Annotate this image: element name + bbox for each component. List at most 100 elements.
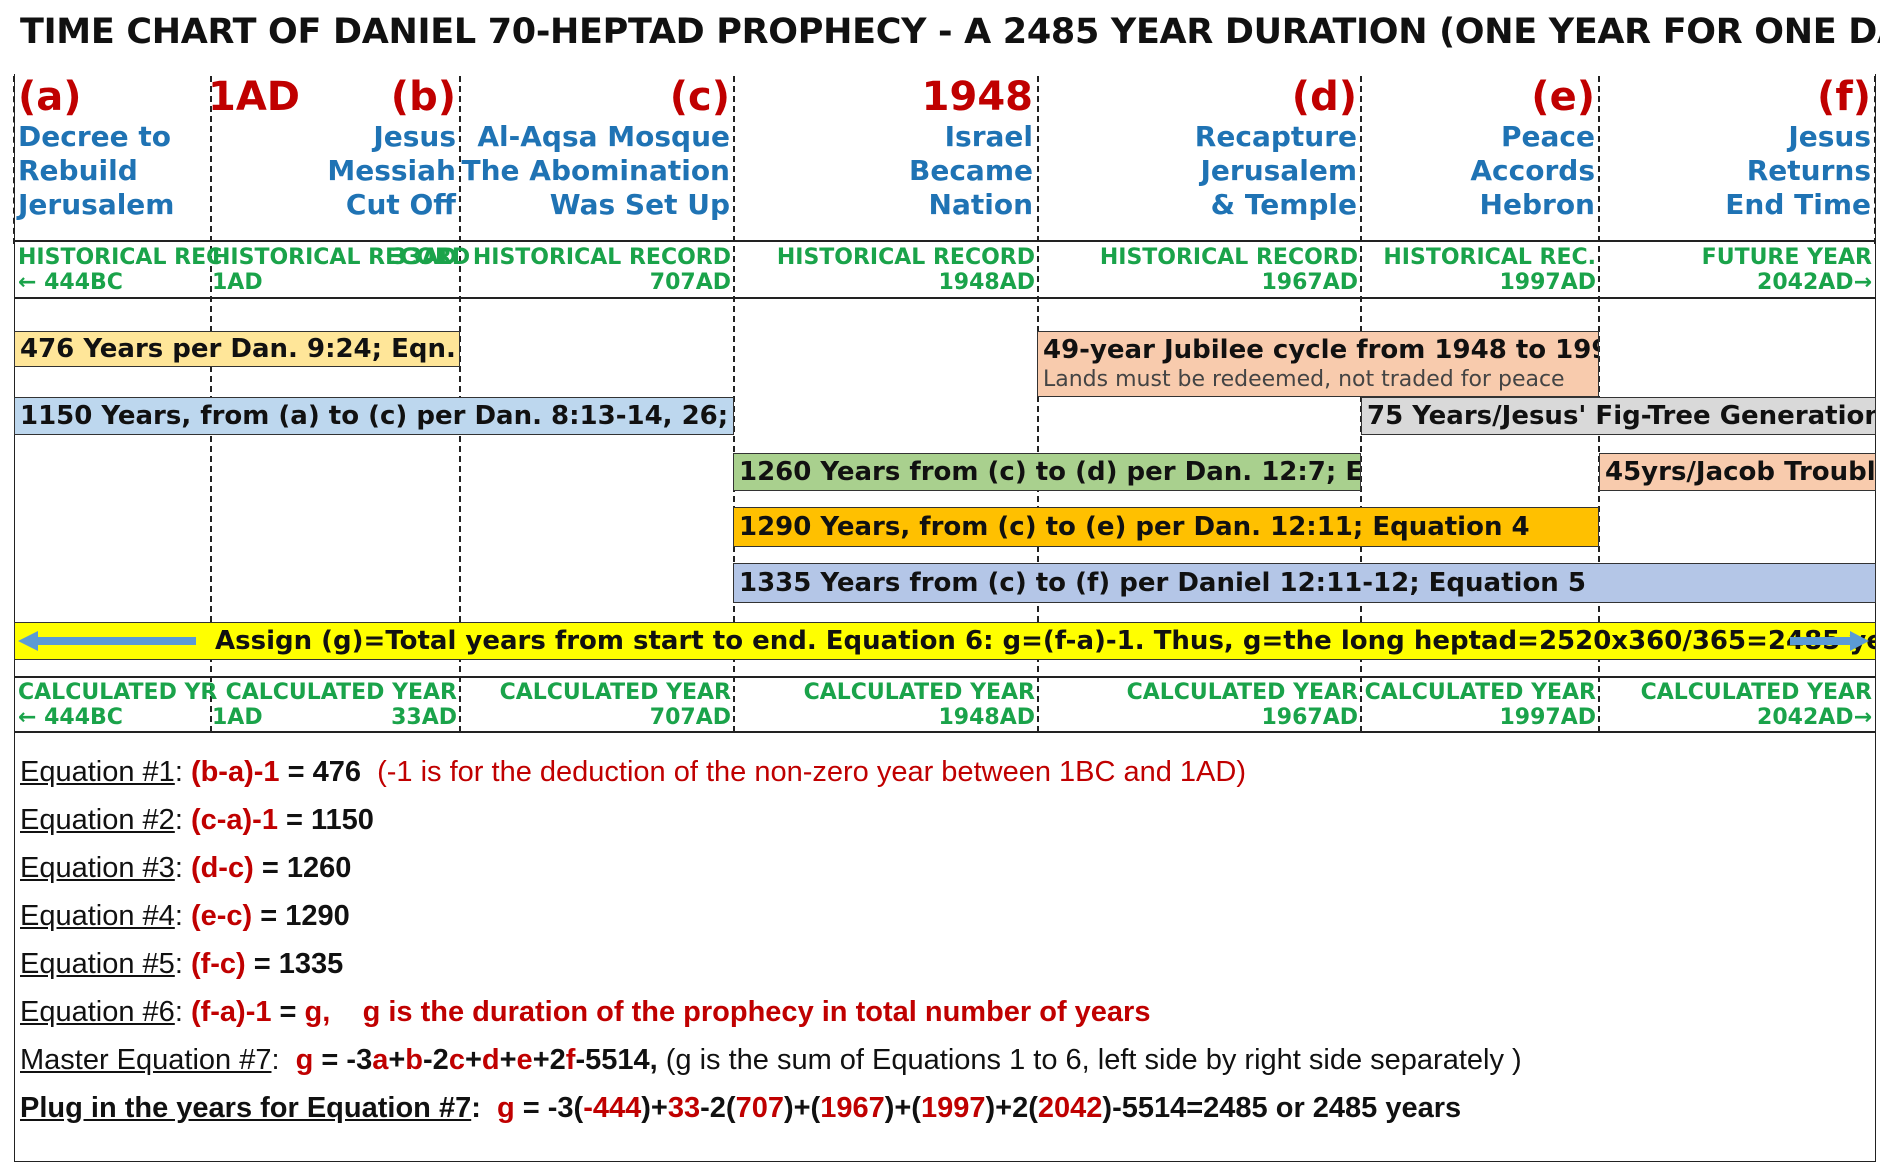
column-header-1ad: 1AD [208,74,308,120]
historical-record-e: HISTORICAL REC. 1997AD [1362,245,1596,295]
calc-label: CALCULATED YEAR [1640,680,1872,705]
column-divider [1874,76,1876,244]
equation-result: = 1150 [277,804,374,836]
equation-6: Equation #6: (f-a)-1 = g, g is the durat… [20,996,1151,1028]
right-arrow-icon [1790,631,1869,651]
chart-title: TIME CHART OF DANIEL 70-HEPTAD PROPHECY … [20,12,1880,52]
record-label: HISTORICAL REC. [1383,245,1596,270]
record-year: 1948AD [938,270,1035,295]
bar-75-years: 75 Years/Jesus' Fig-Tree Generation [1361,397,1876,435]
chart-frame [14,74,1876,1162]
equation-tail: -5514=2485 or 2485 years [1112,1092,1462,1124]
calc-label: CALCULATED YR [18,680,218,705]
bar-1260-years: 1260 Years from (c) to (d) per Dan. 12:7… [733,453,1361,491]
equation-note: (g is the sum of Equations 1 to 6, left … [665,1044,1522,1076]
record-label: HISTORICAL RECORD [776,245,1035,270]
equation-expr: (b-a)-1 [190,756,280,788]
bar-1335-years: 1335 Years from (c) to (f) per Daniel 12… [733,563,1876,603]
column-desc-line: Jesus [1788,120,1871,153]
equation-expr: (f-a)-1 [190,996,272,1028]
calculated-year-c: CALCULATED YEAR 707AD [461,680,731,730]
calc-year: 1948AD [938,705,1035,730]
equation-expr: (c-a)-1 [190,804,278,836]
column-desc-line: Was Set Up [549,188,730,221]
bar-476-years: 476 Years per Dan. 9:24; Eqn. 1 [14,331,460,367]
historical-record-d: HISTORICAL RECORD 1967AD [1039,245,1358,295]
column-divider [13,76,15,244]
equation-4: Equation #4: (e-c) = 1290 [20,900,350,932]
column-letter: (b) [390,74,456,120]
historical-record-c: HISTORICAL RECORD 707AD [461,245,731,295]
column-desc-line: Israel [944,120,1033,153]
historical-record-1948: HISTORICAL RECORD 1948AD [735,245,1035,295]
calc-year: 707AD [649,705,731,730]
calc-year: ← 444BC [18,705,123,730]
record-label: HISTORICAL RECORD [212,245,471,270]
equation-note: g is the duration of the prophecy in tot… [362,996,1151,1028]
record-year: 1AD [212,270,263,295]
equation-name: Equation #6 [20,996,175,1028]
bar-assign-total: Assign (g)=Total years from start to end… [14,622,1876,660]
equation-result: = 476 [279,756,361,788]
left-arrow-icon [18,631,196,651]
column-header-c: (c) Al-Aqsa Mosque The Abomination Was S… [461,74,730,222]
record-year: 1997AD [1499,270,1596,295]
equation-name: Equation #1 [20,756,175,788]
calc-year: 1967AD [1261,705,1358,730]
calculated-year-a: CALCULATED YR ← 444BC [18,680,218,730]
record-label: HISTORICAL RECORD [472,245,731,270]
divider [14,676,1876,678]
historical-record-1ad: HISTORICAL RECORD 1AD [212,245,471,295]
column-desc-line: Messiah [327,154,456,187]
column-header-1948: 1948 Israel Became Nation [735,74,1033,222]
column-desc-line: Accords [1470,154,1595,187]
equation-plug-in: Plug in the years for Equation #7: g = -… [20,1092,1462,1124]
historical-record-a: HISTORICAL REC ← 444BC [18,245,222,295]
record-year: 2042AD→ [1757,270,1872,295]
bar-45-years: 45yrs/Jacob Trouble [1599,453,1876,491]
column-desc-line: Nation [928,188,1033,221]
calc-label: CALCULATED YEAR [225,680,457,705]
equation-result: = 1290 [252,900,350,932]
equation-expr: (e-c) [190,900,253,932]
column-letter: (f) [1817,74,1871,120]
record-year: 707AD [649,270,731,295]
bar-jubilee-title: 49-year Jubilee cycle from 1948 to 1997, [1043,335,1599,365]
calc-year: 33AD [391,705,457,730]
equation-result: = 1260 [253,852,352,884]
column-desc-line: & Temple [1210,188,1357,221]
equation-5: Equation #5: (f-c) = 1335 [20,948,344,980]
calc-year: 2042AD→ [1757,705,1872,730]
equation-expr: (d-c) [190,852,254,884]
equation-1: Equation #1: (b-a)-1 = 476 (-1 is for th… [20,756,1246,788]
equation-g: g, [304,996,331,1028]
column-desc-line: Jesus [373,120,456,153]
column-desc-line: The Abomination [461,154,730,187]
column-desc-line: Al-Aqsa Mosque [477,120,730,153]
equation-note: (-1 is for the deduction of the non-zero… [377,756,1246,788]
column-desc-line: Returns [1746,154,1871,187]
column-letter: 1AD [208,74,300,120]
equation-7: Master Equation #7: g = -3a+b-2c+d+e+2f-… [20,1044,1522,1076]
calc-label: CALCULATED YEAR [499,680,731,705]
column-desc-line: Hebron [1479,188,1595,221]
calc-label: CALCULATED YEAR [1126,680,1358,705]
column-desc-line: Jerusalem [1200,154,1357,187]
column-letter: (a) [18,74,82,120]
historical-record-f: FUTURE YEAR 2042AD→ [1600,245,1872,295]
column-divider [733,76,735,732]
bar-1150-years: 1150 Years, from (a) to (c) per Dan. 8:1… [14,397,734,435]
divider [14,240,1876,242]
record-year: 33AD [391,245,457,270]
calc-year: 1997AD [1499,705,1596,730]
record-year: 1967AD [1261,270,1358,295]
bar-jubilee-subtitle: Lands must be redeemed, not traded for p… [1043,367,1565,392]
calculated-year-1948: CALCULATED YEAR 1948AD [735,680,1035,730]
column-header-e: (e) Peace Accords Hebron [1362,74,1595,222]
calculated-year-1ad: CALCULATED YEAR 1AD [212,680,457,730]
divider [14,731,1876,733]
column-header-b: (b) Jesus Messiah Cut Off [212,74,456,222]
calculated-year-d: CALCULATED YEAR 1967AD [1039,680,1358,730]
column-header-f: (f) Jesus Returns End Time [1600,74,1871,222]
